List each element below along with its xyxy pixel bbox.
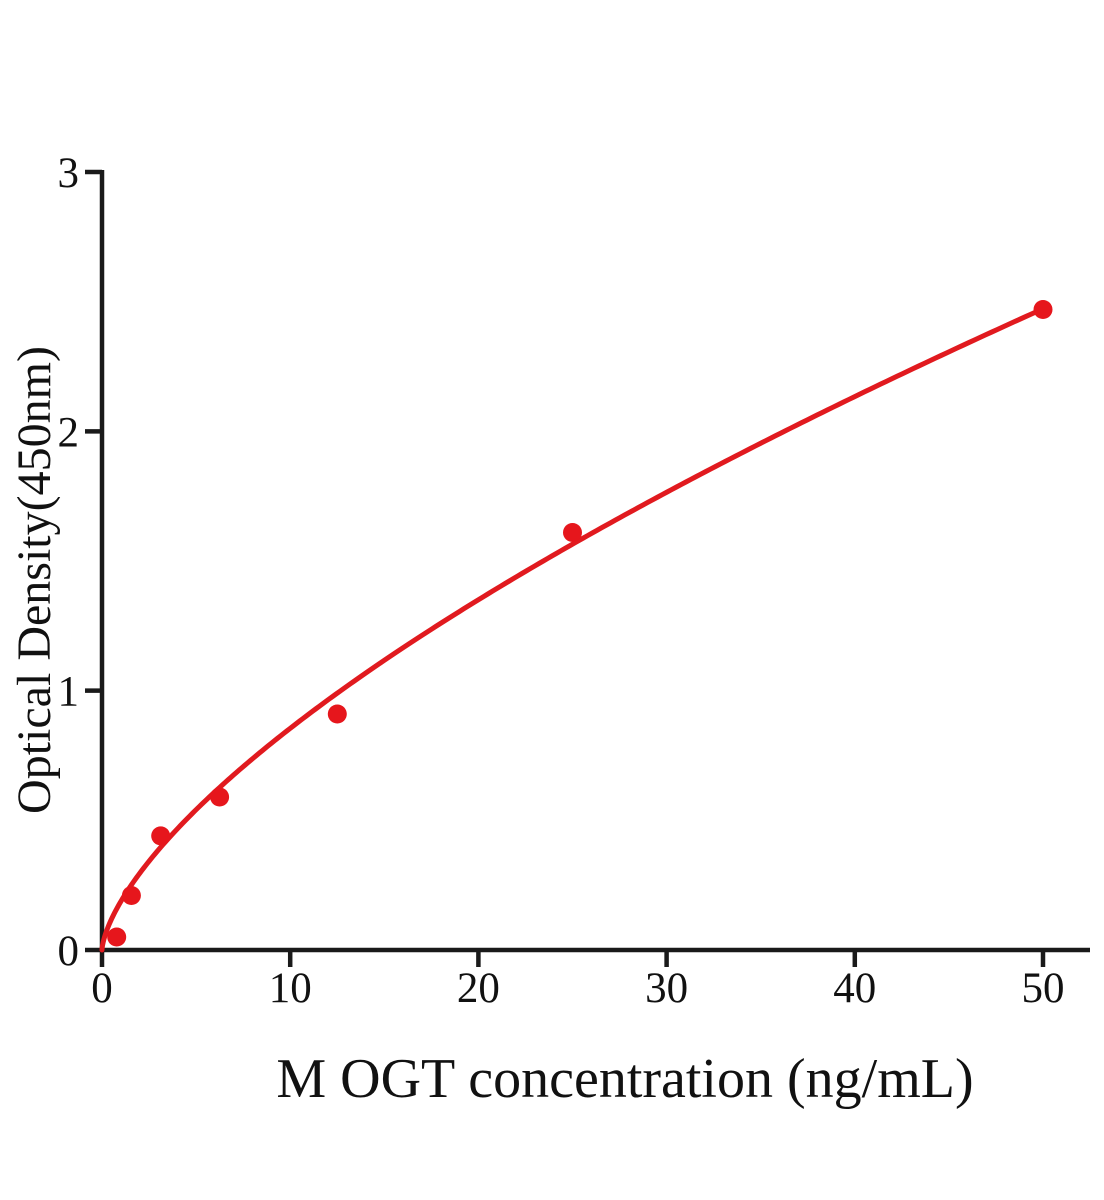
x-tick-label: 20 xyxy=(457,965,500,1012)
x-axis-title: M OGT concentration (ng/mL) xyxy=(276,1048,973,1110)
data-point xyxy=(151,826,171,846)
fit-curve xyxy=(99,306,1046,953)
x-tick-label: 50 xyxy=(1022,965,1065,1012)
y-tick-label: 2 xyxy=(58,409,80,456)
curve-layer xyxy=(99,306,1046,953)
data-point xyxy=(210,787,230,807)
y-tick-label: 1 xyxy=(58,669,80,716)
y-tick-label: 0 xyxy=(58,928,80,975)
data-point xyxy=(121,886,141,905)
y-tick-label: 3 xyxy=(58,150,80,197)
points-layer xyxy=(107,300,1053,947)
data-point xyxy=(107,927,127,947)
data-point xyxy=(327,704,347,724)
data-point xyxy=(563,523,582,542)
data-point xyxy=(1033,300,1053,319)
x-tick-label: 30 xyxy=(645,965,688,1012)
y-axis-title: Optical Density(450nm) xyxy=(8,346,61,814)
x-tick-label: 40 xyxy=(833,965,876,1012)
x-tick-label: 10 xyxy=(269,965,312,1012)
x-tick-label: 0 xyxy=(91,965,113,1012)
